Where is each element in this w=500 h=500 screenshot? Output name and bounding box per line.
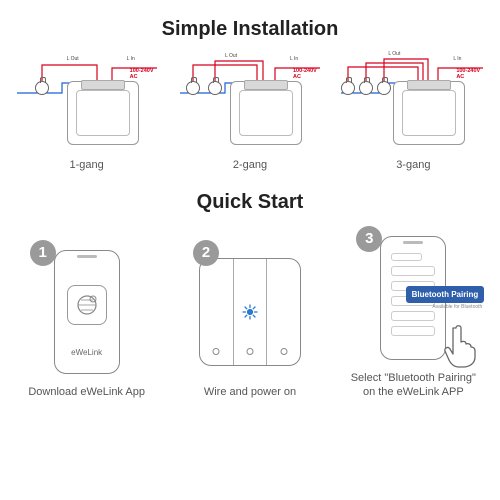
- voltage-label: 100-240V AC: [293, 68, 325, 80]
- tap-hand-icon: [442, 322, 480, 368]
- qs-step-1: 1 eWeLink Download eWeLink App: [10, 240, 163, 400]
- qs-caption-2: Wire and power on: [204, 386, 296, 400]
- install-title: Simple Installation: [10, 18, 490, 41]
- wire-label-lin: L In: [290, 56, 298, 62]
- install-caption-2gang: 2-gang: [233, 159, 267, 173]
- wire-label-lout: L Out: [225, 53, 237, 59]
- wiring-diagram-2gang: L Out L In 100-240V AC: [175, 53, 325, 153]
- install-row: L Out L In 100-240V AC 1-gang L Out L In…: [10, 53, 490, 173]
- bluetooth-pairing-sub: Available for Bluetooth: [432, 304, 482, 310]
- wire-label-lin: L In: [127, 56, 135, 62]
- wire-label-lin: L In: [453, 56, 461, 62]
- phone-outline: eWeLink: [54, 250, 120, 374]
- bulb-icon: [208, 81, 222, 95]
- bulb-icon: [35, 81, 49, 95]
- switch-plate: [67, 81, 139, 145]
- ewelink-app-icon: [67, 285, 107, 325]
- wiring-diagram-1gang: L Out L In 100-240V AC: [12, 53, 162, 153]
- switch-panel-3gang: [199, 258, 301, 366]
- install-caption-3gang: 3-gang: [396, 159, 430, 173]
- step-badge-1: 1: [30, 240, 56, 266]
- install-item-3gang: L Out L In 100-240V AC 3-gang: [337, 53, 490, 173]
- quickstart-row: 1 eWeLink Download eWeLink App 2: [10, 226, 490, 400]
- install-item-2gang: L Out L In 100-240V AC 2-gang: [173, 53, 326, 173]
- qs-step-3: 3 Bluetooth Pairing Available for Blueto…: [337, 226, 490, 400]
- step-badge-3: 3: [356, 226, 382, 252]
- qs-caption-3: Select "Bluetooth Pairing" on the eWeLin…: [351, 372, 476, 400]
- step-badge-2: 2: [193, 240, 219, 266]
- wire-label-lout: L Out: [67, 56, 79, 62]
- qs-step-2: 2: [173, 240, 326, 400]
- switch-plate: [393, 81, 465, 145]
- bulb-icon: [186, 81, 200, 95]
- bluetooth-pairing-label: Bluetooth Pairing: [406, 286, 485, 303]
- wire-label-lout: L Out: [388, 51, 400, 57]
- switch-plate: [230, 81, 302, 145]
- led-indicator-icon: [242, 304, 258, 320]
- voltage-label: 100-240V AC: [130, 68, 162, 80]
- app-label: eWeLink: [55, 348, 119, 357]
- quickstart-title: Quick Start: [10, 191, 490, 214]
- install-item-1gang: L Out L In 100-240V AC 1-gang: [10, 53, 163, 173]
- install-caption-1gang: 1-gang: [70, 159, 104, 173]
- wiring-diagram-3gang: L Out L In 100-240V AC: [338, 53, 488, 153]
- voltage-label: 100-240V AC: [456, 68, 488, 80]
- qs-caption-1: Download eWeLink App: [28, 386, 145, 400]
